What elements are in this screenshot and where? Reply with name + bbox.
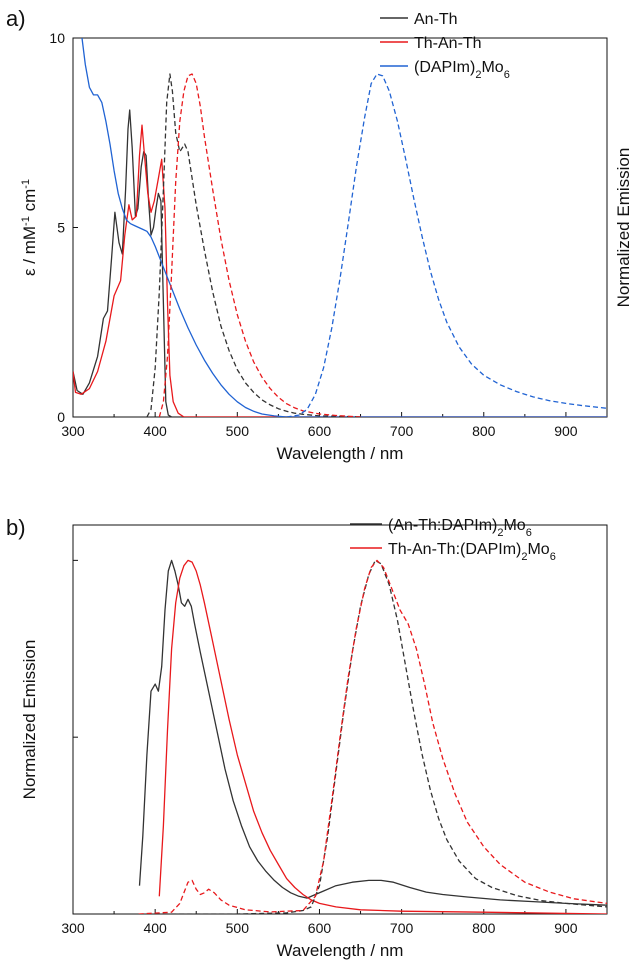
series-anth-solid [138, 559, 607, 906]
subscript: 2 [521, 551, 527, 563]
x-tick-label: 800 [472, 423, 496, 439]
x-tick-label: 400 [143, 423, 167, 439]
series-group [73, 38, 607, 417]
x-tick-label: 500 [226, 920, 250, 936]
text-part: (DAPIm) [414, 59, 475, 76]
text-part: Mo [481, 59, 503, 76]
series-dapim-dashed [286, 73, 607, 417]
subscript: 2 [475, 69, 481, 81]
panel-label: b) [6, 515, 26, 540]
series-than-solid [158, 559, 607, 914]
superscript: -1 [20, 216, 32, 226]
panel-a: 300 400 500 600 700 800 900 0 5 10 Wavelength / nm… [6, 6, 633, 463]
legend-label-anth: (An-Th:DAPIm)2Mo6 [388, 517, 532, 539]
x-tick-label: 500 [226, 423, 250, 439]
text-part: An-Th [414, 11, 458, 28]
y-tick-label: 10 [49, 30, 65, 46]
text-part: Mo [527, 541, 549, 558]
text-part: Mo [503, 517, 525, 534]
legend-label-than: Th-An-Th:(DAPIm)2Mo6 [388, 541, 556, 563]
y-axis-title-right: Normalized Emission [614, 148, 633, 308]
x-tick-label: 600 [308, 423, 332, 439]
y-axis-title: Normalized Emission [20, 640, 39, 800]
series-dapim-solid [81, 38, 607, 417]
x-tick-label: 900 [554, 920, 578, 936]
series-anth-solid [73, 109, 607, 417]
text-part: ε / mM [20, 226, 39, 276]
subscript: 6 [550, 551, 556, 563]
subscript: 2 [497, 527, 503, 539]
series-anth-dashed [155, 559, 607, 914]
y-axis-title: ε / mM-1 cm-1 [20, 179, 39, 276]
y-tick-label: 5 [57, 220, 65, 236]
series-than-dashed [158, 73, 361, 417]
legend-label-dapim: (DAPIm)2Mo6 [414, 59, 510, 81]
x-axis-title: Wavelength / nm [277, 444, 404, 463]
x-tick-label: 700 [390, 423, 414, 439]
x-axis-title: Wavelength / nm [277, 941, 404, 960]
panel-label: a) [6, 6, 26, 31]
series-group [138, 559, 607, 914]
x-tick-label: 700 [390, 920, 414, 936]
text-part: Th-An-Th:(DAPIm) [388, 541, 521, 558]
subscript: 6 [504, 69, 510, 81]
x-tick-label: 600 [308, 920, 332, 936]
text-part: cm [20, 189, 39, 216]
text-part: (An-Th:DAPIm) [388, 517, 497, 534]
x-tick-label: 400 [143, 920, 167, 936]
plot-frame [72, 524, 608, 915]
x-tick-label: 800 [472, 920, 496, 936]
text-part: Th-An-Th [414, 35, 482, 52]
x-tick-label: 900 [554, 423, 578, 439]
series-anth-dashed [146, 73, 361, 417]
series-than-solid [73, 124, 607, 417]
panel-b: 300 400 500 600 700 800 900 Wavelength / nm Norm… [6, 515, 608, 960]
series-than-dashed [138, 559, 607, 914]
x-tick-label: 300 [61, 423, 85, 439]
subscript: 6 [526, 527, 532, 539]
legend-label-than: Th-An-Th [414, 35, 482, 52]
x-tick-label: 300 [61, 920, 85, 936]
superscript: -1 [20, 179, 32, 189]
y-tick-label: 0 [57, 409, 65, 425]
legend-label-anth: An-Th [414, 11, 458, 28]
